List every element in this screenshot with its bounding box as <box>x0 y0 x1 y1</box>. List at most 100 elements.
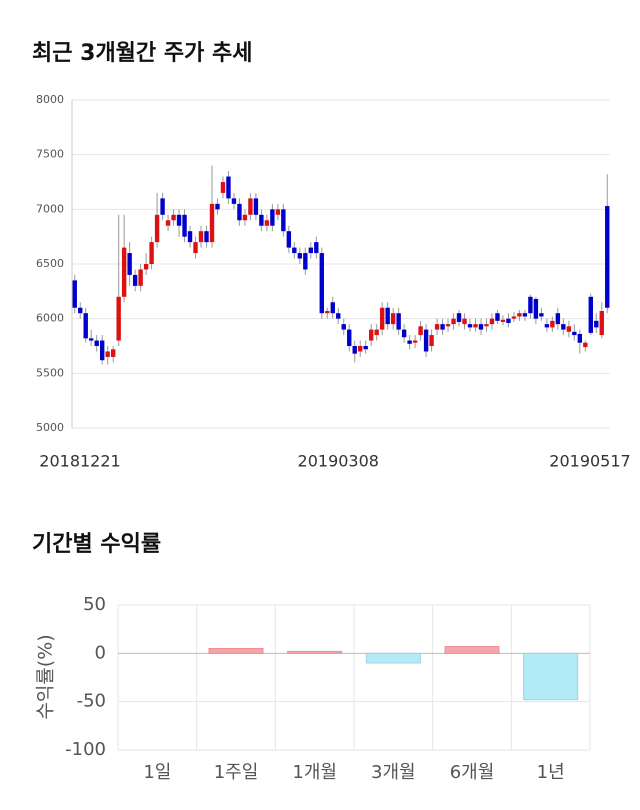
candle-body <box>544 324 550 328</box>
candle-body <box>176 214 182 226</box>
candle-body <box>127 253 132 275</box>
candle-body <box>594 320 599 328</box>
candle-body <box>72 280 77 308</box>
candle-body <box>171 214 176 221</box>
candle-body <box>297 253 303 259</box>
candle-body <box>78 307 83 314</box>
candle-body <box>154 214 160 243</box>
candle-body <box>390 313 396 325</box>
y-tick-label: 50 <box>83 594 106 615</box>
candle-body <box>253 198 259 215</box>
y-tick-label: 7500 <box>36 148 64 161</box>
x-tick-label: 1년 <box>537 762 565 783</box>
x-tick-label: 1일 <box>143 762 171 783</box>
candle-body <box>275 209 281 215</box>
candle-body <box>94 340 99 346</box>
candle-body <box>517 313 522 317</box>
candle-body <box>522 313 528 317</box>
candle-body <box>303 253 308 270</box>
candle-body <box>248 198 253 215</box>
candle-body <box>440 324 445 330</box>
candle-body <box>396 313 401 330</box>
chart-title: 기간별 수익률 <box>32 532 161 557</box>
candle-body <box>99 340 105 361</box>
y-tick-label: 6500 <box>36 257 64 270</box>
candle-body <box>484 324 489 327</box>
candle-body <box>368 329 374 341</box>
candle-body <box>401 329 407 338</box>
y-tick-label: -100 <box>65 739 106 760</box>
candle-body <box>314 242 319 254</box>
candle-body <box>489 318 495 325</box>
candle-body <box>374 329 379 336</box>
candle-body <box>281 209 286 232</box>
x-tick-label: 20181221 <box>39 452 120 471</box>
candle-body <box>325 311 330 314</box>
candle-body <box>308 247 314 254</box>
candle-body <box>379 307 385 330</box>
candle-body <box>270 209 275 226</box>
candle-body <box>231 198 237 204</box>
candle-body <box>105 351 110 357</box>
y-tick-label: 5500 <box>36 366 64 379</box>
candle-body <box>259 214 264 226</box>
y-tick-label: 8000 <box>36 93 64 106</box>
candle-body <box>412 340 418 343</box>
candle-body <box>599 311 604 336</box>
candle-body <box>242 214 248 221</box>
candle-body <box>264 220 270 226</box>
candle-body <box>292 247 297 254</box>
y-tick-label: 6000 <box>36 312 64 325</box>
candle-body <box>528 296 533 314</box>
candle-body <box>583 342 588 348</box>
bar <box>523 652 579 701</box>
candle-body <box>226 176 231 199</box>
candle-body <box>237 203 242 221</box>
y-axis-label: 수익률(%) <box>35 634 57 719</box>
x-tick-label: 20190517 <box>549 452 630 471</box>
bar <box>208 648 264 654</box>
candle-body <box>473 324 478 328</box>
candle-body <box>215 203 220 210</box>
candle-body <box>209 203 215 243</box>
candle-body <box>605 206 610 308</box>
candle-body <box>143 264 149 270</box>
x-tick-label: 20190308 <box>298 452 379 471</box>
candle-body <box>187 231 193 243</box>
candle-body <box>121 247 127 297</box>
candle-body <box>506 318 511 324</box>
candle-body <box>478 324 484 330</box>
candle-body <box>198 231 204 243</box>
candle-body <box>539 313 544 317</box>
y-tick-label: 0 <box>95 642 106 663</box>
candle-body <box>385 307 390 325</box>
candle-body <box>511 316 517 319</box>
candle-body <box>462 318 467 325</box>
candle-body <box>89 338 94 341</box>
y-tick-label: 7000 <box>36 202 64 215</box>
candle-body <box>550 320 555 328</box>
candle-body <box>149 242 154 264</box>
candle-body <box>555 313 561 325</box>
candle-body <box>193 242 198 254</box>
x-tick-label: 3개월 <box>371 762 416 783</box>
candle-body <box>500 319 506 322</box>
candle-body <box>456 313 462 322</box>
y-tick-label: 5000 <box>36 421 64 434</box>
candle-body <box>572 331 577 336</box>
candle-body <box>319 253 324 314</box>
candle-body <box>358 346 363 352</box>
candle-body <box>83 313 88 339</box>
candle-body <box>418 326 423 336</box>
candle-body <box>341 324 346 330</box>
candle-body <box>451 318 456 325</box>
candle-body <box>160 198 165 215</box>
candle-body <box>220 182 226 193</box>
candle-body <box>352 346 357 354</box>
candle-body <box>495 313 500 321</box>
y-tick-label: -50 <box>77 691 106 712</box>
x-tick-label: 6개월 <box>450 762 495 783</box>
candle-body <box>138 269 143 286</box>
candle-body <box>204 231 209 243</box>
